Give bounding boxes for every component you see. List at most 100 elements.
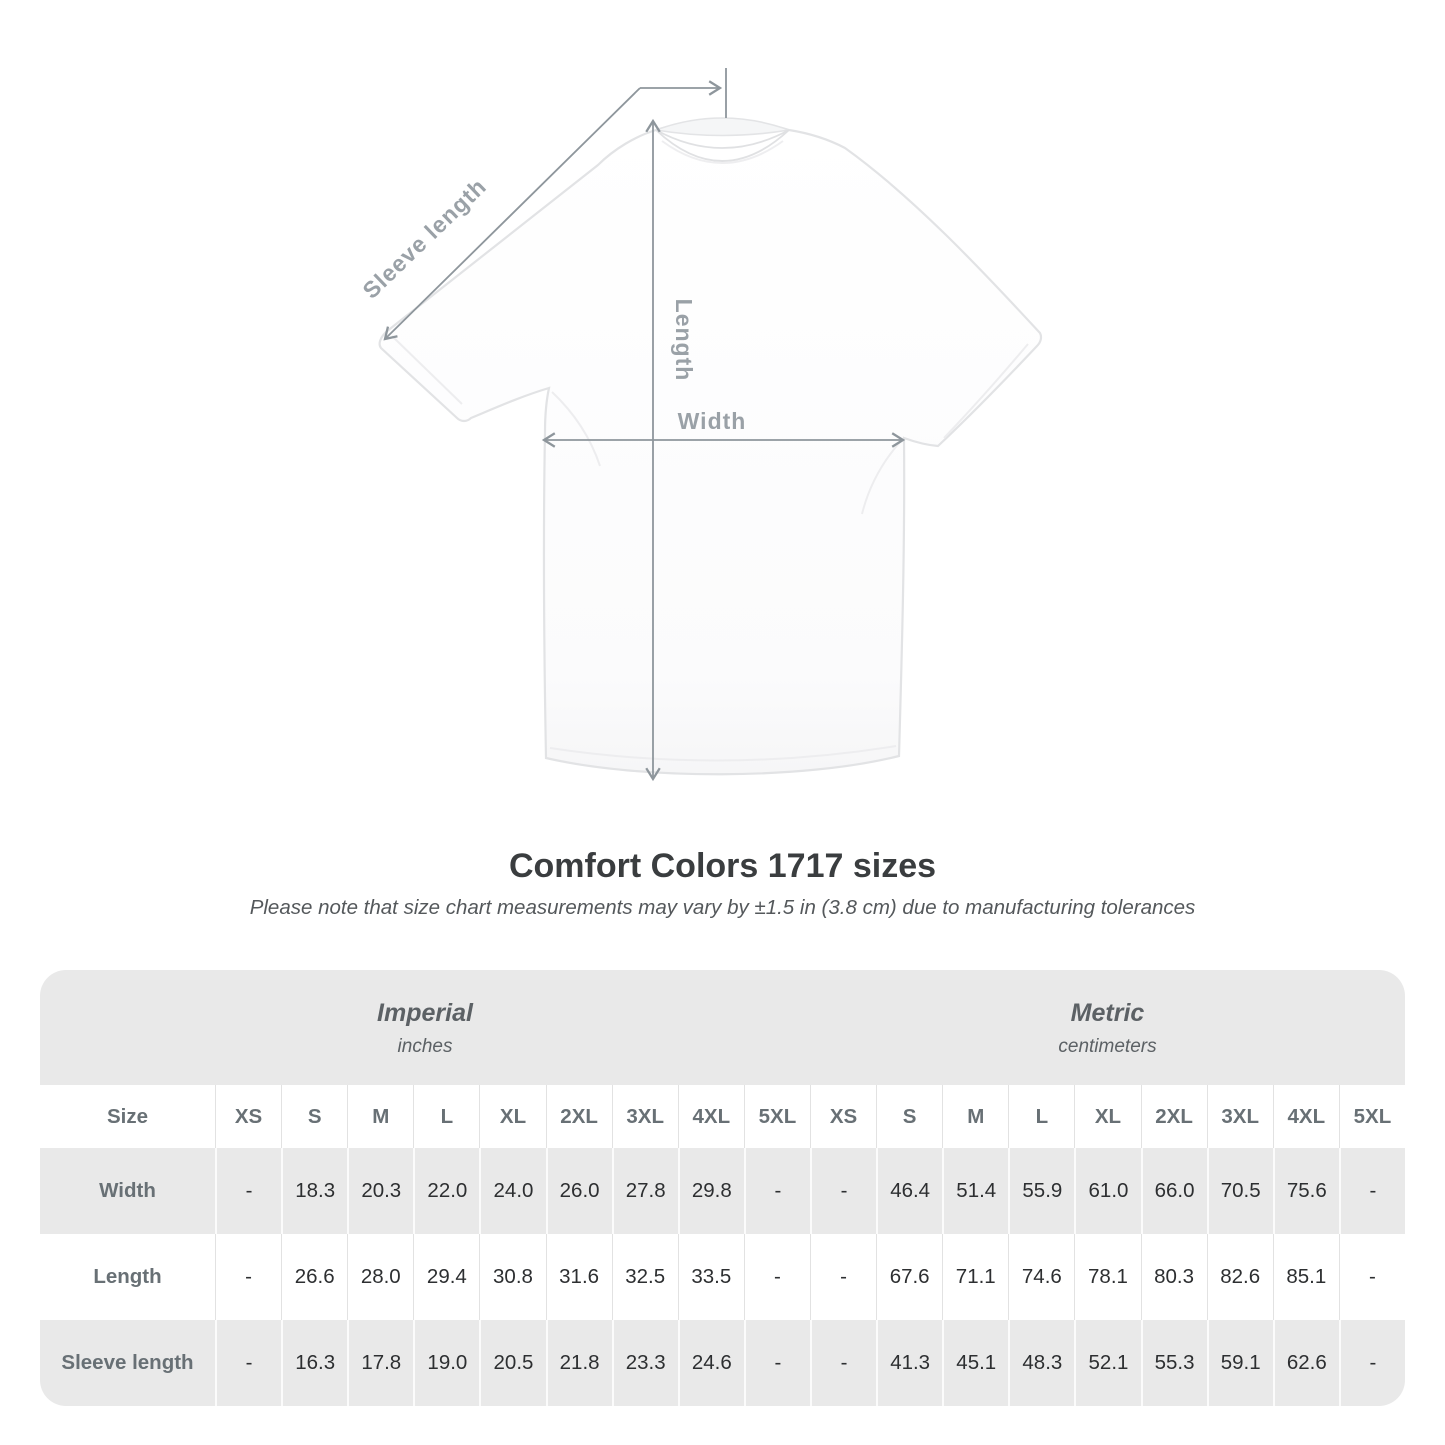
value-cell: -	[215, 1234, 282, 1320]
value-cell: 22.0	[413, 1148, 480, 1234]
size-diagram: Sleeve length Length Width	[357, 68, 1043, 782]
value-cell: -	[1338, 1320, 1405, 1406]
value-cell: -	[809, 1320, 877, 1406]
value-cell: 33.5	[677, 1234, 744, 1320]
size-table: Imperial inches Metric centimeters Size X…	[40, 970, 1405, 1406]
value-cell: 24.0	[479, 1148, 546, 1234]
value-cell: 67.6	[876, 1234, 943, 1320]
value-cell: 23.3	[611, 1320, 678, 1406]
value-cell: -	[743, 1234, 810, 1320]
value-cell: 27.8	[611, 1148, 678, 1234]
size-header-cell: 5XL	[743, 1085, 810, 1148]
size-chart-title: Comfort Colors 1717 sizes	[508, 847, 937, 885]
row-label: Length	[40, 1234, 215, 1320]
value-cell: -	[1338, 1148, 1405, 1234]
size-table-container: Imperial inches Metric centimeters Size X…	[40, 970, 1405, 1406]
value-cell: 24.6	[677, 1320, 744, 1406]
value-cell: -	[743, 1320, 810, 1406]
length-label: Length	[671, 299, 697, 382]
tshirt-graphic: Sleeve length Length Width	[357, 68, 1043, 782]
value-cell: 82.6	[1206, 1234, 1273, 1320]
value-cell: 32.5	[611, 1234, 678, 1320]
value-cell: 29.8	[677, 1148, 744, 1234]
value-cell: -	[215, 1148, 282, 1234]
size-header-cell: 4XL	[1272, 1085, 1339, 1148]
size-header-cell: XS	[215, 1085, 282, 1148]
size-column-header: Size	[40, 1085, 215, 1148]
size-header-cell: S	[876, 1085, 943, 1148]
size-header-cell: L	[1008, 1085, 1075, 1148]
value-cell: 20.5	[479, 1320, 546, 1406]
value-cell: -	[809, 1148, 877, 1234]
value-cell: 26.0	[545, 1148, 612, 1234]
value-cell: 17.8	[347, 1320, 414, 1406]
size-header-cell: 2XL	[545, 1085, 612, 1148]
table-row: Sleeve length -16.3 17.8 19.0 20.5 21.8 23.3 24…	[40, 1320, 1405, 1406]
value-cell: 46.4	[876, 1148, 943, 1234]
value-cell: 55.3	[1140, 1320, 1207, 1406]
unit-header-metric: Metric centimeters	[809, 970, 1405, 1085]
size-header-cell: M	[942, 1085, 1009, 1148]
table-row: Width -18.3 20.3 22.0 24.0 26.0 27.8 29.8- -46.4…	[40, 1148, 1405, 1234]
size-chart-subtitle: Please note that size chart measurements…	[249, 896, 1196, 919]
value-cell: 26.6	[281, 1234, 348, 1320]
size-header-cell: M	[347, 1085, 414, 1148]
unit-header-row: Imperial inches Metric centimeters	[40, 970, 1405, 1085]
size-chart-heading: Comfort Colors 1717 sizes Please note th…	[0, 846, 1445, 920]
sleeve-length-line	[383, 87, 641, 341]
size-header-cell: XS	[809, 1085, 877, 1148]
tshirt-outline	[378, 117, 1043, 776]
unit-header-imperial: Imperial inches	[40, 970, 810, 1085]
value-cell: 66.0	[1140, 1148, 1207, 1234]
value-cell: 16.3	[281, 1320, 348, 1406]
value-cell: 19.0	[413, 1320, 480, 1406]
value-cell: 48.3	[1008, 1320, 1075, 1406]
imperial-label: Imperial	[377, 998, 473, 1027]
value-cell: 41.3	[876, 1320, 943, 1406]
metric-sublabel: centimeters	[1058, 1035, 1157, 1057]
size-header-cell: XL	[479, 1085, 546, 1148]
value-cell: -	[215, 1320, 282, 1406]
value-cell: 85.1	[1272, 1234, 1339, 1320]
collar-band	[655, 129, 790, 162]
size-header-cell: 4XL	[677, 1085, 744, 1148]
size-header-cell: 2XL	[1140, 1085, 1207, 1148]
measurement-lines	[383, 68, 906, 782]
value-cell: 61.0	[1074, 1148, 1141, 1234]
size-header-cell: 5XL	[1338, 1085, 1405, 1148]
value-cell: -	[743, 1148, 810, 1234]
value-cell: 29.4	[413, 1234, 480, 1320]
value-cell: 71.1	[942, 1234, 1009, 1320]
value-cell: 74.6	[1008, 1234, 1075, 1320]
value-cell: 75.6	[1272, 1148, 1339, 1234]
value-cell: 59.1	[1206, 1320, 1273, 1406]
row-label: Width	[40, 1148, 215, 1234]
size-header-cell: S	[281, 1085, 348, 1148]
value-cell: 70.5	[1206, 1148, 1273, 1234]
value-cell: 45.1	[942, 1320, 1009, 1406]
value-cell: 28.0	[347, 1234, 414, 1320]
row-label: Sleeve length	[40, 1320, 215, 1406]
value-cell: 62.6	[1272, 1320, 1339, 1406]
imperial-sublabel: inches	[397, 1035, 453, 1057]
value-cell: 55.9	[1008, 1148, 1075, 1234]
table-row: Length -26.6 28.0 29.4 30.8 31.6 32.5 33.5- -67.…	[40, 1234, 1405, 1320]
value-cell: 78.1	[1074, 1234, 1141, 1320]
value-cell: -	[1338, 1234, 1405, 1320]
size-header-cell: L	[413, 1085, 480, 1148]
value-cell: 30.8	[479, 1234, 546, 1320]
value-cell: 21.8	[545, 1320, 612, 1406]
metric-label: Metric	[1070, 998, 1145, 1027]
fabric-folds	[391, 335, 1029, 762]
value-cell: -	[809, 1234, 877, 1320]
width-label: Width	[678, 408, 747, 434]
value-cell: 31.6	[545, 1234, 612, 1320]
size-header-cell: 3XL	[611, 1085, 678, 1148]
value-cell: 20.3	[347, 1148, 414, 1234]
value-cell: 51.4	[942, 1148, 1009, 1234]
value-cell: 80.3	[1140, 1234, 1207, 1320]
size-header-cell: XL	[1074, 1085, 1141, 1148]
value-cell: 18.3	[281, 1148, 348, 1234]
size-header-row: Size XS S M L XL 2XL 3XL 4XL 5XL XS S M L XL 2XL 3XL 4XL 5…	[40, 1085, 1405, 1148]
